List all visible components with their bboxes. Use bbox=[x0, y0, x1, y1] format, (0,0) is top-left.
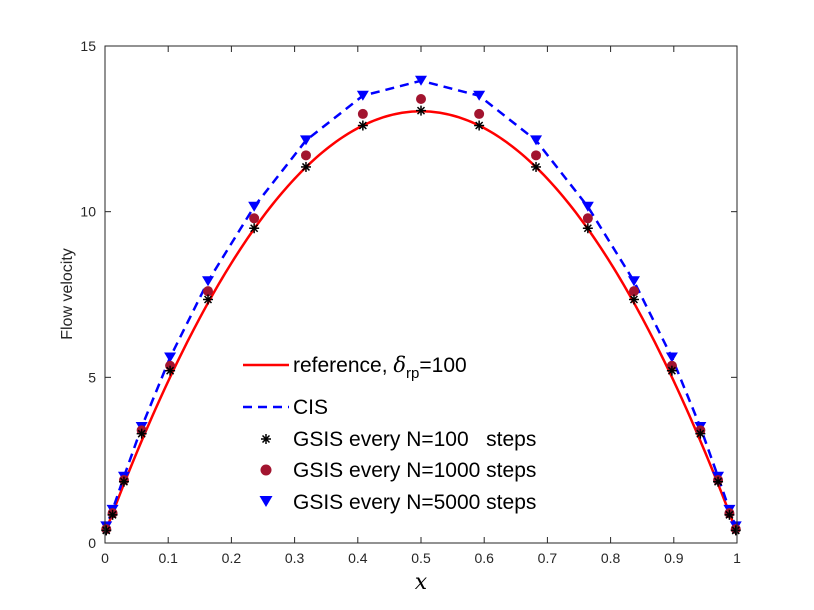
marker-gsis-100 bbox=[724, 509, 735, 520]
x-tick-label: 0.7 bbox=[538, 550, 558, 566]
y-tick-label: 10 bbox=[80, 204, 96, 220]
x-tick-label: 0.2 bbox=[222, 550, 242, 566]
marker-gsis-100 bbox=[101, 525, 112, 536]
x-tick-label: 1 bbox=[733, 550, 741, 566]
marker-gsis-100 bbox=[165, 365, 176, 376]
marker-gsis-1000 bbox=[357, 108, 368, 119]
marker-gsis-100 bbox=[118, 476, 129, 487]
marker-gsis-100 bbox=[136, 428, 147, 439]
marker-gsis-5000 bbox=[581, 201, 594, 212]
marker-gsis-5000 bbox=[299, 135, 312, 146]
marker-gsis-1000 bbox=[300, 150, 311, 161]
x-tick-label: 0.9 bbox=[664, 550, 684, 566]
x-tick-label: 0 bbox=[101, 550, 109, 566]
marker-gsis-5000 bbox=[248, 201, 261, 212]
marker-gsis-1000 bbox=[628, 286, 639, 297]
marker-gsis-100 bbox=[582, 223, 593, 234]
marker-gsis-100 bbox=[730, 525, 741, 536]
legend-label-gsis-1000: GSIS every N=1000 steps bbox=[293, 459, 536, 482]
y-axis-label: Flow velocity bbox=[59, 248, 76, 340]
marker-gsis-5000 bbox=[356, 90, 369, 101]
x-tick-label: 0.3 bbox=[285, 550, 305, 566]
marker-gsis-1000 bbox=[531, 150, 542, 161]
marker-gsis-100 bbox=[695, 428, 706, 439]
y-tick-label: 0 bbox=[88, 535, 96, 551]
marker-gsis-5000 bbox=[473, 90, 486, 101]
marker-gsis-100 bbox=[203, 294, 214, 305]
marker-gsis-100 bbox=[474, 120, 485, 131]
marker-gsis-100 bbox=[666, 365, 677, 376]
marker-gsis-1000 bbox=[249, 213, 260, 224]
marker-gsis-100 bbox=[300, 161, 311, 172]
x-axis-label: x bbox=[415, 570, 428, 595]
marker-gsis-5000 bbox=[415, 75, 427, 86]
y-tick-label: 5 bbox=[88, 369, 96, 385]
legend-label-gsis-100: GSIS every N=100 steps bbox=[293, 428, 536, 451]
x-tick-label: 0.1 bbox=[158, 550, 178, 566]
marker-gsis-100 bbox=[713, 476, 724, 487]
legend: reference, δrp=100 CIS GSIS every N=100 … bbox=[243, 353, 536, 514]
marker-gsis-100 bbox=[416, 105, 426, 116]
y-tick-label: 15 bbox=[80, 38, 96, 54]
marker-gsis-5000 bbox=[530, 135, 543, 146]
marker-gsis-1000 bbox=[203, 286, 214, 297]
x-tick-label: 0.4 bbox=[348, 550, 368, 566]
x-tick-label: 0.6 bbox=[474, 550, 494, 566]
x-tick-label: 0.8 bbox=[601, 550, 621, 566]
marker-gsis-5000 bbox=[164, 352, 177, 363]
marker-gsis-5000 bbox=[627, 276, 640, 287]
marker-gsis-1000 bbox=[474, 108, 485, 119]
series-layer bbox=[100, 75, 742, 536]
marker-gsis-100 bbox=[531, 161, 542, 172]
legend-label-reference: reference, δrp=100 bbox=[293, 353, 467, 382]
legend-swatch-gsis-1000 bbox=[260, 464, 272, 476]
marker-gsis-100 bbox=[107, 509, 118, 520]
x-tick-label: 0.5 bbox=[411, 550, 431, 566]
legend-label-gsis-5000: GSIS every N=5000 steps bbox=[293, 491, 536, 514]
legend-swatch-gsis-5000 bbox=[259, 496, 273, 507]
marker-gsis-5000 bbox=[202, 276, 215, 287]
marker-gsis-100 bbox=[357, 120, 368, 131]
marker-gsis-1000 bbox=[416, 94, 426, 105]
marker-gsis-100 bbox=[628, 294, 639, 305]
marker-gsis-5000 bbox=[665, 352, 678, 363]
marker-gsis-100 bbox=[249, 223, 260, 234]
marker-gsis-1000 bbox=[582, 213, 593, 224]
legend-label-cis: CIS bbox=[293, 396, 328, 419]
legend-swatch-gsis-100 bbox=[261, 434, 271, 444]
